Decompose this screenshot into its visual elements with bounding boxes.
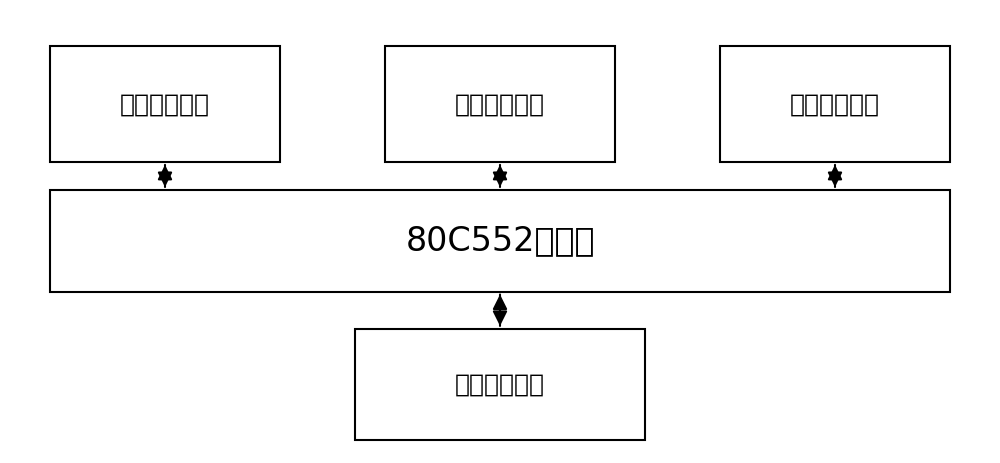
Bar — [385, 46, 615, 162]
Bar — [355, 329, 645, 440]
Bar — [50, 190, 950, 292]
Text: 系统扩展模块: 系统扩展模块 — [790, 92, 880, 116]
Text: 后向通道模块: 后向通道模块 — [455, 92, 545, 116]
Text: 前向通道模块: 前向通道模块 — [120, 92, 210, 116]
Bar — [50, 46, 280, 162]
Bar — [720, 46, 950, 162]
Text: 80C552单片机: 80C552单片机 — [405, 224, 595, 257]
Text: 串行通讯模块: 串行通讯模块 — [455, 372, 545, 396]
